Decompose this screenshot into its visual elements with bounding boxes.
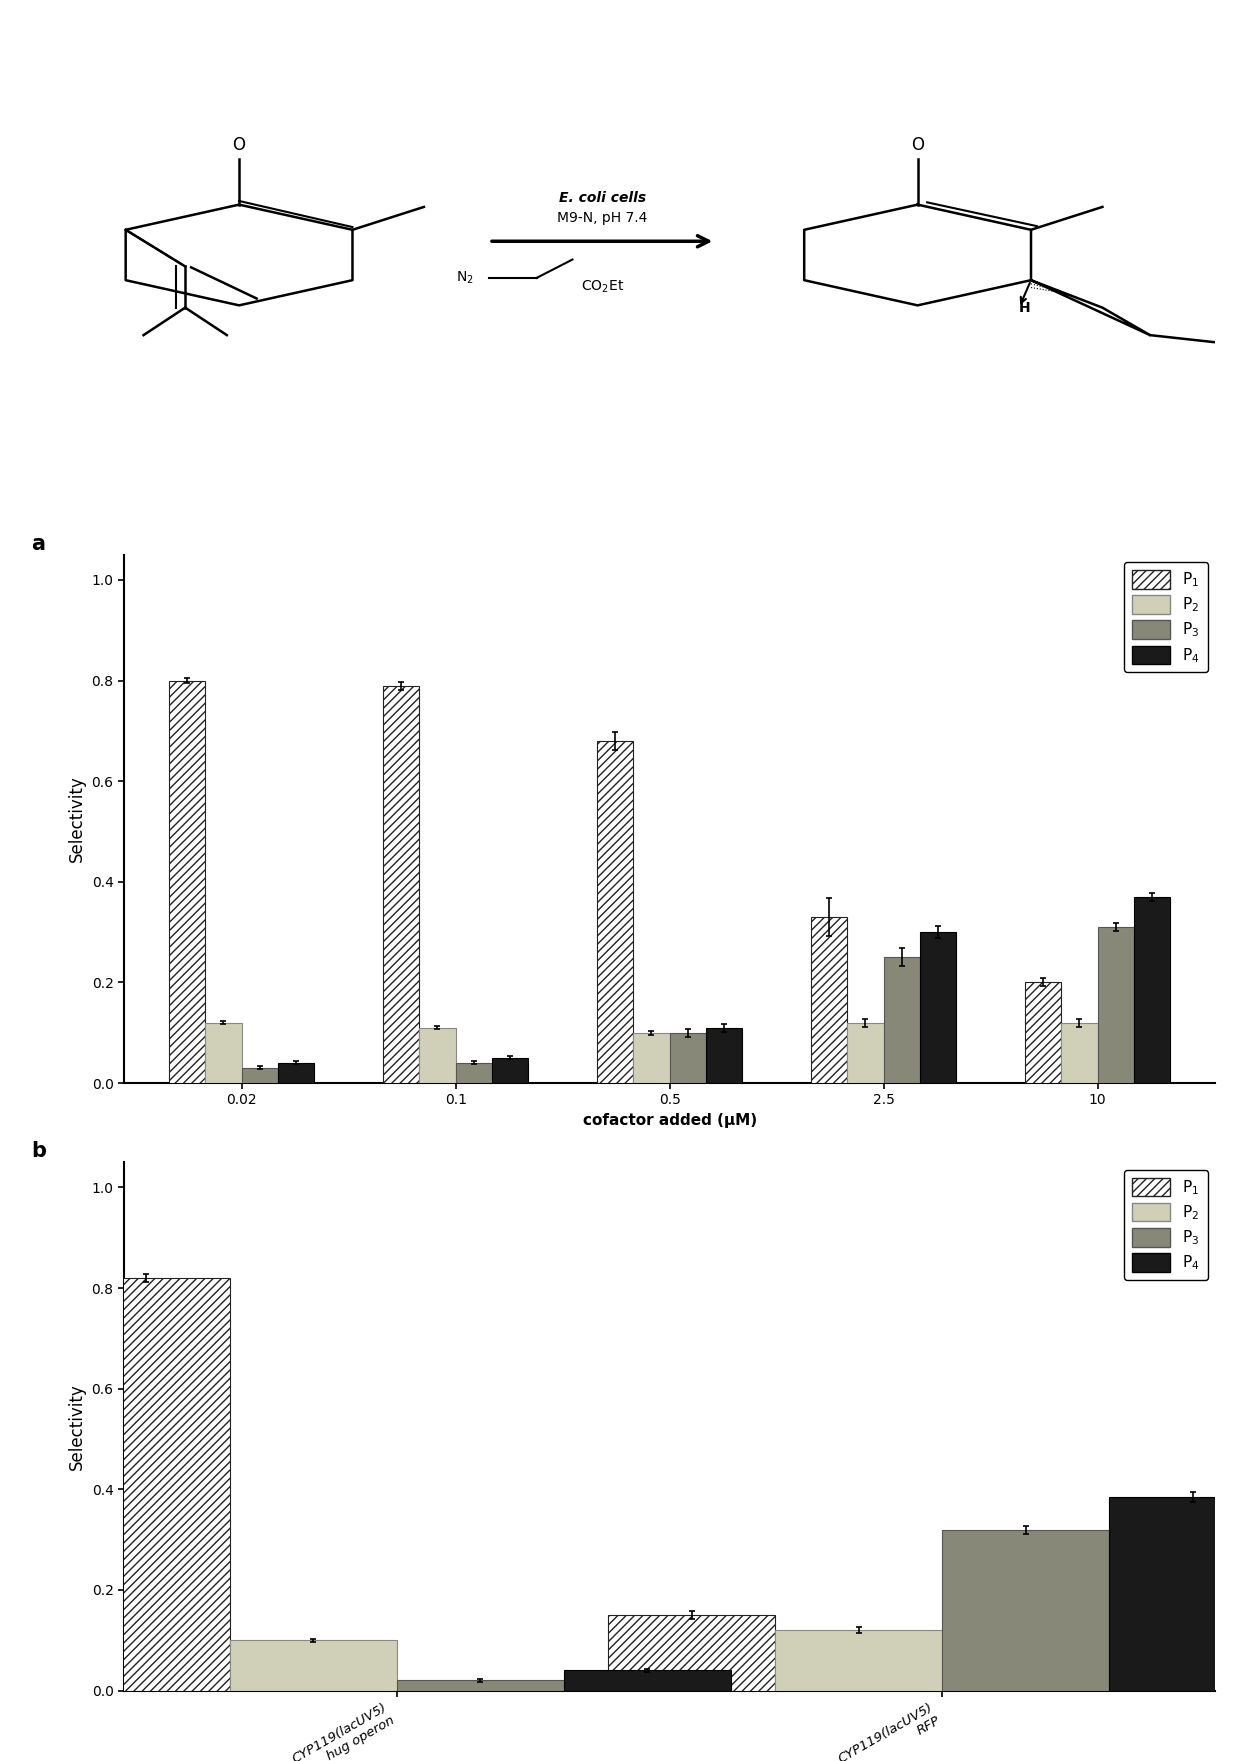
Bar bbox=[242, 1067, 278, 1083]
Bar bbox=[670, 1032, 706, 1083]
Bar bbox=[169, 680, 206, 1083]
Bar bbox=[455, 1064, 492, 1083]
Bar bbox=[1024, 983, 1061, 1083]
Y-axis label: Selectivity: Selectivity bbox=[68, 775, 86, 863]
Bar bbox=[1097, 926, 1133, 1083]
Bar bbox=[706, 1028, 743, 1083]
Bar bbox=[1110, 1497, 1240, 1691]
Bar bbox=[609, 1615, 775, 1691]
Bar bbox=[847, 1023, 884, 1083]
Bar bbox=[63, 1278, 229, 1691]
Text: O: O bbox=[911, 136, 924, 155]
Bar bbox=[1133, 896, 1171, 1083]
Text: H: H bbox=[1019, 301, 1030, 315]
Text: M9-N, pH 7.4: M9-N, pH 7.4 bbox=[557, 211, 647, 225]
Bar bbox=[419, 1028, 455, 1083]
Bar bbox=[942, 1530, 1110, 1691]
Bar bbox=[206, 1023, 242, 1083]
Text: CO$_2$Et: CO$_2$Et bbox=[580, 278, 624, 296]
Bar bbox=[811, 917, 847, 1083]
Text: b: b bbox=[31, 1141, 46, 1160]
Legend: P$_1$, P$_2$, P$_3$, P$_4$: P$_1$, P$_2$, P$_3$, P$_4$ bbox=[1125, 562, 1208, 673]
Bar bbox=[920, 932, 956, 1083]
Bar bbox=[383, 685, 419, 1083]
Text: FIG. 2A: FIG. 2A bbox=[632, 1189, 707, 1206]
Bar bbox=[397, 1680, 564, 1691]
X-axis label: cofactor added (μM): cofactor added (μM) bbox=[583, 1113, 756, 1129]
Y-axis label: Selectivity: Selectivity bbox=[68, 1382, 86, 1470]
Text: a: a bbox=[31, 534, 45, 553]
Bar bbox=[229, 1639, 397, 1691]
Bar bbox=[564, 1671, 730, 1691]
Bar bbox=[1061, 1023, 1097, 1083]
Bar bbox=[596, 741, 634, 1083]
Legend: P$_1$, P$_2$, P$_3$, P$_4$: P$_1$, P$_2$, P$_3$, P$_4$ bbox=[1125, 1169, 1208, 1280]
Bar bbox=[884, 958, 920, 1083]
Bar bbox=[492, 1058, 528, 1083]
Bar bbox=[634, 1032, 670, 1083]
Text: O: O bbox=[233, 136, 246, 155]
Text: N$_2$: N$_2$ bbox=[456, 269, 474, 285]
Text: E. coli cells: E. coli cells bbox=[558, 190, 646, 204]
Bar bbox=[278, 1064, 315, 1083]
Bar bbox=[775, 1631, 942, 1691]
